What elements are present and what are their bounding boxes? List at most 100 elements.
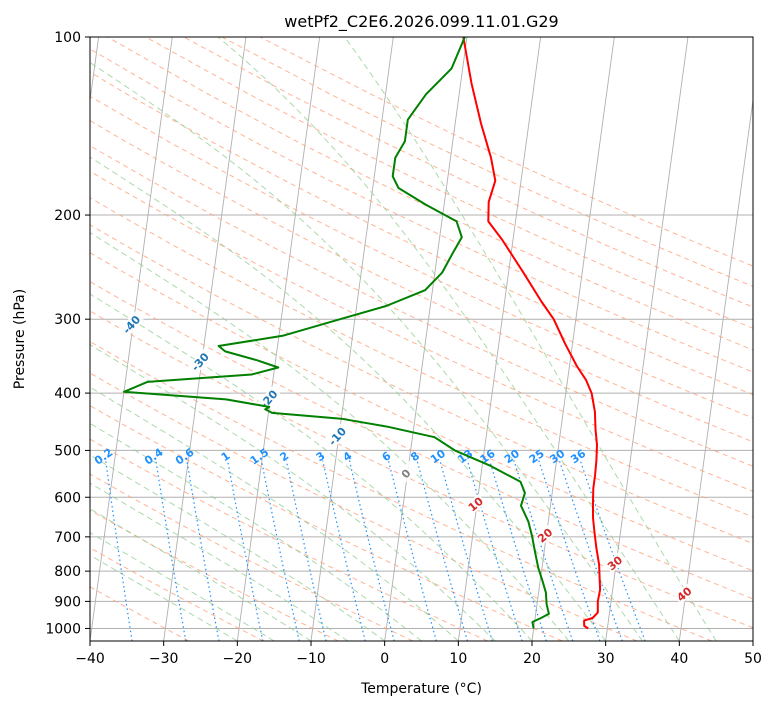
temperature-profile-line [462,37,602,630]
dry-adiabat-line [90,170,753,492]
mixing-ratio-label: 1.5 [248,446,271,468]
dry-adiabat-line [90,310,753,629]
mixing-ratio-line [416,460,469,641]
y-tick-label: 800 [54,564,81,580]
isotherm-label-bg [187,348,213,375]
y-tick-label: 200 [54,208,81,224]
dry-adiabat-line [90,438,488,641]
mixing-ratio-line [348,460,395,641]
isotherm-label: -30 [187,348,213,375]
dry-adiabat-line [90,372,638,641]
background-lines [59,37,753,642]
mixing-ratio-label: 13 [455,447,475,466]
x-tick-label: −10 [296,651,326,667]
dry-adiabat-line [90,95,753,419]
profile-series [123,37,602,630]
dry-adiabat-line [90,224,753,545]
moist-adiabat-line [90,554,238,641]
mixing-ratio-line [579,460,646,641]
dry-adiabat-line [90,119,753,443]
isotherm-line [752,637,753,641]
mixing-ratio-line [285,460,327,641]
isotherm-line [90,37,173,641]
moist-adiabat-line [90,232,570,641]
dry-adiabat-label: 20 [534,524,556,546]
y-tick-label: 1000 [45,621,81,637]
mixing-ratio-label: 6 [380,449,394,464]
x-tick-label: 10 [449,651,467,667]
isotherm-line [90,37,100,104]
mixing-ratio-line [558,460,623,641]
dry-adiabat-line [90,48,753,373]
mixing-ratio-line [155,460,187,641]
x-tick-label: 30 [597,651,615,667]
x-tick-label: 0 [380,651,389,667]
y-tick-label: 400 [54,386,81,402]
x-axis-label: Temperature (°C) [360,681,482,697]
moist-adiabat-line [217,37,680,641]
y-axis-label: Pressure (hPa) [12,289,28,389]
x-tick-label: 20 [523,651,541,667]
dry-adiabat-label-text: 20 [535,526,555,546]
mixing-ratio-line [186,460,220,641]
isotherm-line [236,37,321,641]
mixing-ratio-line [466,460,523,641]
isotherm-line [678,97,753,641]
moist-adiabat-line [90,61,643,641]
x-axis: −40 −30 −20 −10 0 10 20 30 40 50 [75,641,762,667]
mixing-ratio-label: 0.6 [173,446,197,468]
chart-title: wetPf2_C2E6.2026.099.11.01.G29 [284,12,558,32]
mixing-ratio-label: 2 [278,449,292,464]
isotherm-line [163,37,247,641]
y-tick-label: 900 [54,594,81,610]
dry-adiabat-line [90,473,414,641]
y-tick-label: 100 [54,30,81,46]
x-tick-label: −20 [223,651,253,667]
mixing-ratio-line [439,460,493,641]
dry-adiabat-label-text: 30 [605,553,625,573]
dry-adiabat-label-bg [673,583,695,605]
x-tick-label: 40 [670,651,688,667]
mixing-ratio-label: 25 [527,447,547,466]
mixing-ratio-line [105,460,133,641]
dry-adiabat-line [90,405,563,641]
mixing-ratio-label: 36 [568,447,588,467]
isotherm-line [531,37,615,641]
isotherm-label-bg [118,311,144,338]
mixing-ratio-line [260,460,300,641]
isotherm-line [605,37,689,641]
x-tick-label: −30 [149,651,179,667]
isotherm-line [384,37,468,641]
mixing-ratio-label: 4 [341,449,355,464]
moist-adiabat-line [90,454,385,641]
mixing-ratio-label: 16 [478,447,498,467]
mixing-ratio-line [227,460,264,641]
mixing-ratio-label: 10 [428,447,448,467]
y-axis: 100 200 300 400 500 600 700 800 900 1000 [45,30,90,637]
isotherm-label-bg [324,423,350,450]
x-tick-label: −40 [75,651,105,667]
moist-adiabat-line [344,37,717,641]
mixing-ratio-line [513,460,574,641]
dry-adiabat-label-bg [604,552,626,574]
isotherm-label: -10 [324,423,350,450]
mixing-ratio-line [59,461,82,642]
moist-adiabat-line [90,386,459,641]
dry-adiabat-line [183,37,753,308]
mixing-ratio-line [387,460,437,641]
dewpoint-profile-line [123,37,550,629]
mixing-ratio-label: 3 [314,449,328,464]
dry-adiabat-label-bg [534,524,556,546]
x-tick-label: 50 [744,651,762,667]
mixing-ratio-line [322,460,366,641]
mixing-ratio-label: 0.4 [142,446,166,468]
moist-adiabat-line [90,532,275,641]
dry-adiabat-line [90,341,712,641]
moist-adiabat-line [90,156,607,641]
dry-adiabat-line [90,145,753,467]
isotherm-label-bg [393,460,419,487]
dry-adiabat-line [90,280,753,600]
isotherm-label: -20 [256,386,282,412]
dry-adiabat-line [90,547,264,641]
